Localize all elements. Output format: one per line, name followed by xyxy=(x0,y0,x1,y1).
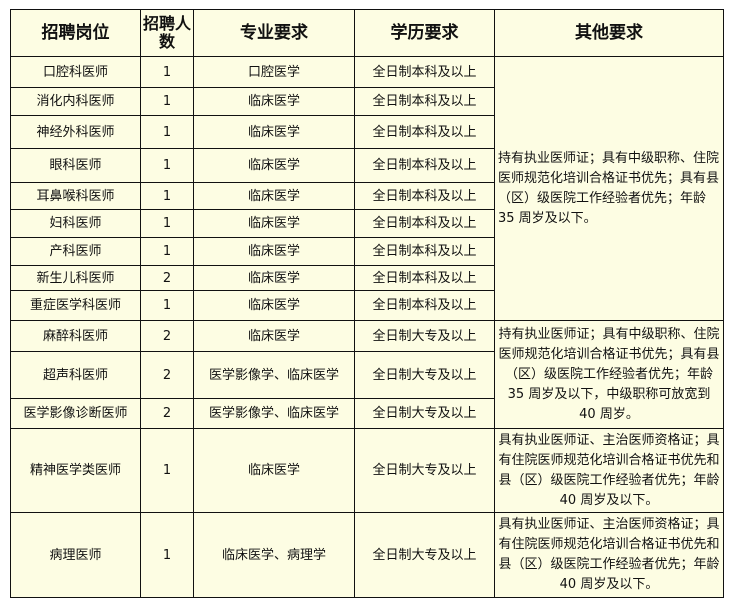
header-row: 招聘岗位 招聘人数 专业要求 学历要求 其他要求 xyxy=(10,9,724,57)
major-cell: 临床医学 xyxy=(193,237,355,266)
major-cell: 临床医学 xyxy=(193,290,355,321)
count-cell: 1 xyxy=(140,428,194,513)
major-cell: 口腔医学 xyxy=(193,56,355,88)
table-row: 重症医学科医师 1 临床医学 全日制本科及以上 xyxy=(10,290,724,321)
other-requirements-cell: 具有执业医师证、主治医师资格证；具有住院医师规范化培训合格证书优先和县（区）级医… xyxy=(494,512,724,598)
table-row: 新生儿科医师 2 临床医学 全日制本科及以上 xyxy=(10,265,724,291)
post-cell: 麻醉科医师 xyxy=(10,320,141,352)
post-cell: 妇科医师 xyxy=(10,209,141,238)
count-cell: 1 xyxy=(140,209,194,238)
major-cell: 医学影像学、临床医学 xyxy=(193,398,355,429)
major-cell: 临床医学 xyxy=(193,320,355,352)
post-cell: 新生儿科医师 xyxy=(10,265,141,291)
major-cell: 临床医学 xyxy=(193,428,355,513)
header-education: 学历要求 xyxy=(354,9,495,57)
count-cell: 1 xyxy=(140,290,194,321)
count-cell: 2 xyxy=(140,351,194,399)
post-cell: 神经外科医师 xyxy=(10,115,141,149)
table-row: 产科医师 1 临床医学 全日制本科及以上 xyxy=(10,237,724,266)
header-count: 招聘人数 xyxy=(140,9,194,57)
education-cell: 全日制大专及以上 xyxy=(354,320,495,352)
post-cell: 口腔科医师 xyxy=(10,56,141,88)
count-cell: 1 xyxy=(140,512,194,598)
table-row: 神经外科医师 1 临床医学 全日制本科及以上 xyxy=(10,115,724,149)
education-cell: 全日制本科及以上 xyxy=(354,56,495,88)
education-cell: 全日制本科及以上 xyxy=(354,148,495,183)
education-cell: 全日制本科及以上 xyxy=(354,265,495,291)
table-row: 病理医师 1 临床医学、病理学 全日制大专及以上 具有执业医师证、主治医师资格证；具有住… xyxy=(10,512,724,598)
education-cell: 全日制本科及以上 xyxy=(354,209,495,238)
education-cell: 全日制大专及以上 xyxy=(354,428,495,513)
education-cell: 全日制大专及以上 xyxy=(354,512,495,598)
count-cell: 2 xyxy=(140,320,194,352)
header-other: 其他要求 xyxy=(494,9,724,57)
post-cell: 消化内科医师 xyxy=(10,87,141,116)
post-cell: 医学影像诊断医师 xyxy=(10,398,141,429)
post-cell: 超声科医师 xyxy=(10,351,141,399)
major-cell: 医学影像学、临床医学 xyxy=(193,351,355,399)
table-row: 超声科医师 2 医学影像学、临床医学 全日制大专及以上 xyxy=(10,351,724,399)
count-cell: 1 xyxy=(140,115,194,149)
major-cell: 临床医学 xyxy=(193,115,355,149)
education-cell: 全日制本科及以上 xyxy=(354,87,495,116)
post-cell: 病理医师 xyxy=(10,512,141,598)
header-post: 招聘岗位 xyxy=(10,9,141,57)
header-major: 专业要求 xyxy=(193,9,355,57)
post-cell: 眼科医师 xyxy=(10,148,141,183)
major-cell: 临床医学 xyxy=(193,265,355,291)
other-requirements-cell: 持有执业医师证；具有中级职称、住院医师规范化培训合格证书优先；具有县（区）级医院… xyxy=(494,320,724,429)
education-cell: 全日制大专及以上 xyxy=(354,398,495,429)
post-cell: 重症医学科医师 xyxy=(10,290,141,321)
table-row: 妇科医师 1 临床医学 全日制本科及以上 xyxy=(10,209,724,238)
table-row: 耳鼻喉科医师 1 临床医学 全日制本科及以上 xyxy=(10,182,724,210)
major-cell: 临床医学 xyxy=(193,209,355,238)
education-cell: 全日制大专及以上 xyxy=(354,351,495,399)
major-cell: 临床医学 xyxy=(193,87,355,116)
table-row: 眼科医师 1 临床医学 全日制本科及以上 xyxy=(10,148,724,183)
major-cell: 临床医学 xyxy=(193,182,355,210)
count-cell: 1 xyxy=(140,182,194,210)
count-cell: 2 xyxy=(140,398,194,429)
major-cell: 临床医学 xyxy=(193,148,355,183)
education-cell: 全日制本科及以上 xyxy=(354,290,495,321)
count-cell: 2 xyxy=(140,265,194,291)
count-cell: 1 xyxy=(140,148,194,183)
education-cell: 全日制本科及以上 xyxy=(354,182,495,210)
table-row: 精神医学类医师 1 临床医学 全日制大专及以上 具有执业医师证、主治医师资格证；具有住院… xyxy=(10,428,724,513)
table-row: 口腔科医师 1 口腔医学 全日制本科及以上 持有执业医师证；具有中级职称、住院医师规范化… xyxy=(10,56,724,321)
post-cell: 精神医学类医师 xyxy=(10,428,141,513)
other-requirements-cell: 具有执业医师证、主治医师资格证；具有住院医师规范化培训合格证书优先和县（区）级医… xyxy=(494,428,724,513)
count-cell: 1 xyxy=(140,237,194,266)
recruitment-table: 招聘岗位 招聘人数 专业要求 学历要求 其他要求 口腔科医师 1 口腔医学 全日制本科… xyxy=(10,9,724,598)
table-row: 麻醉科医师 2 临床医学 全日制大专及以上 持有执业医师证；具有中级职称、住院医师规范化… xyxy=(10,320,724,429)
major-cell: 临床医学、病理学 xyxy=(193,512,355,598)
count-cell: 1 xyxy=(140,56,194,88)
education-cell: 全日制本科及以上 xyxy=(354,115,495,149)
post-cell: 耳鼻喉科医师 xyxy=(10,182,141,210)
education-cell: 全日制本科及以上 xyxy=(354,237,495,266)
post-cell: 产科医师 xyxy=(10,237,141,266)
other-requirements-cell: 持有执业医师证；具有中级职称、住院医师规范化培训合格证书优先；具有县（区）级医院… xyxy=(494,56,724,321)
count-cell: 1 xyxy=(140,87,194,116)
